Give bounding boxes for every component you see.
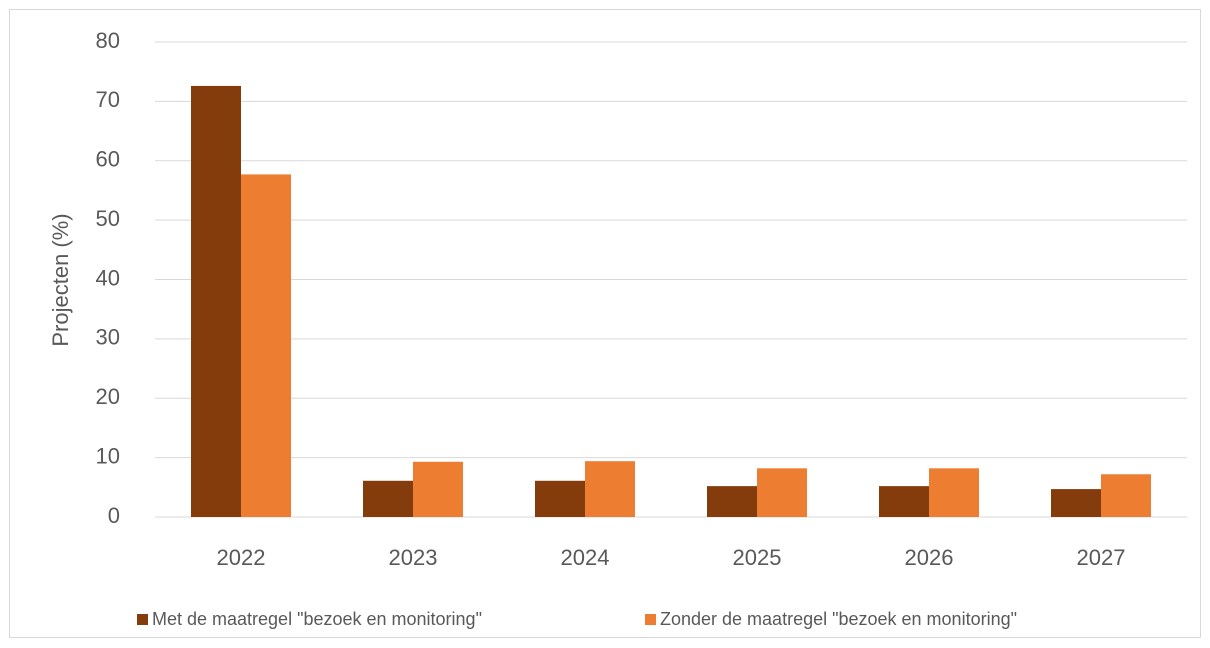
legend-swatch bbox=[645, 614, 656, 625]
bar bbox=[929, 468, 979, 517]
legend-label: Met de maatregel "bezoek en monitoring" bbox=[152, 609, 482, 629]
legend-swatch bbox=[137, 614, 148, 625]
bar bbox=[241, 174, 291, 517]
x-tick-label: 2027 bbox=[1077, 545, 1126, 570]
bar bbox=[363, 480, 413, 517]
bar bbox=[191, 85, 241, 517]
x-tick-label: 2022 bbox=[217, 545, 266, 570]
y-tick-label: 0 bbox=[108, 503, 120, 528]
bar bbox=[535, 480, 585, 517]
y-tick-label: 20 bbox=[96, 384, 120, 409]
bar bbox=[879, 486, 929, 517]
y-tick-label: 70 bbox=[96, 87, 120, 112]
bar bbox=[585, 461, 635, 517]
chart-frame bbox=[9, 9, 1201, 638]
legend-label: Zonder de maatregel "bezoek en monitorin… bbox=[660, 609, 1017, 629]
y-tick-label: 10 bbox=[96, 443, 120, 468]
y-tick-label: 50 bbox=[96, 206, 120, 231]
y-tick-label: 80 bbox=[96, 28, 120, 53]
bar bbox=[707, 486, 757, 517]
y-axis-title: Projecten (%) bbox=[48, 213, 73, 346]
bar bbox=[1051, 489, 1101, 517]
x-tick-label: 2025 bbox=[733, 545, 782, 570]
bar bbox=[413, 461, 463, 517]
x-tick-label: 2023 bbox=[389, 545, 438, 570]
x-tick-label: 2024 bbox=[561, 545, 610, 570]
bar bbox=[757, 468, 807, 517]
y-tick-label: 40 bbox=[96, 265, 120, 290]
y-tick-label: 30 bbox=[96, 325, 120, 350]
x-tick-label: 2026 bbox=[905, 545, 954, 570]
bar bbox=[1101, 474, 1151, 517]
y-tick-label: 60 bbox=[96, 147, 120, 172]
